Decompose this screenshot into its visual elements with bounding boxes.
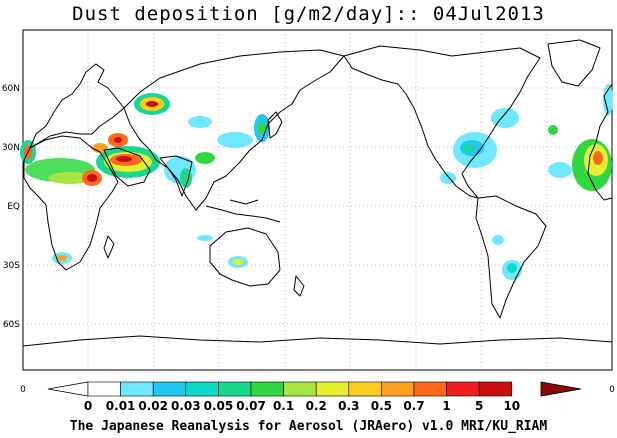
colorbar-label: 0.1	[273, 399, 294, 413]
colorbar-cell	[413, 381, 447, 397]
lat-label-30s: 30S	[3, 261, 20, 271]
colorbar-label: 10	[503, 399, 520, 413]
colorbar-edge-left: 0	[20, 385, 26, 395]
colorbar-label: 0.2	[306, 399, 327, 413]
colorbar-cell	[152, 381, 187, 397]
colorbar-label: 1	[442, 399, 450, 413]
dust-shading	[20, 84, 613, 280]
colorbar-label: 0.7	[403, 399, 424, 413]
colorbar-label: 0	[84, 399, 92, 413]
lat-label-eq: EQ	[7, 202, 20, 212]
colorbar-cell	[185, 381, 219, 397]
colorbar-labels: 0 0.01 0.02 0.03 0.05 0.07 0.1 0.2 0.3 0.5 0.7 1 5 10	[84, 399, 520, 413]
lat-label-30n: 30N	[2, 143, 20, 153]
map-title: Dust deposition [g/m2/day]:: 04Jul2013	[72, 3, 545, 25]
colorbar-cell	[250, 381, 284, 397]
colorbar-cell	[87, 381, 121, 397]
colorbar-label: 0.3	[338, 399, 359, 413]
graticule	[23, 30, 612, 370]
colorbar-cells	[87, 381, 513, 397]
colorbar-cell	[218, 381, 252, 397]
colorbar-cell	[315, 381, 350, 397]
colorbar-cell	[283, 381, 317, 397]
colorbar-label: 0.5	[371, 399, 392, 413]
colorbar-label: 0.05	[204, 399, 234, 413]
credit-line: The Japanese Reanalysis for Aerosol (JRA…	[69, 419, 548, 434]
colorbar-cell	[348, 381, 382, 397]
colorbar-cell	[381, 381, 415, 397]
coastlines	[22, 39, 613, 347]
latitude-labels: 60N 30N EQ 30S 60S	[2, 84, 20, 330]
lat-label-60n: 60N	[2, 84, 20, 94]
colorbar-edge-right: 0	[609, 385, 615, 395]
colorbar-label: 0.01	[106, 399, 136, 413]
map-frame	[22, 29, 613, 371]
colorbar-cell	[120, 381, 154, 397]
colorbar-label: 0.07	[236, 399, 266, 413]
colorbar-under-arrow	[47, 381, 89, 397]
lat-label-60s: 60S	[3, 320, 20, 330]
colorbar-label: 0.02	[138, 399, 168, 413]
colorbar-over-arrow	[540, 381, 582, 397]
colorbar-label: 5	[475, 399, 483, 413]
colorbar: 0 0 0 0.01 0.02 0.03 0.05 0.07 0.1 0.2 0.3 0.5 0.7…	[20, 381, 615, 413]
colorbar-cell	[446, 381, 480, 397]
colorbar-cell	[478, 381, 513, 397]
colorbar-label: 0.03	[171, 399, 201, 413]
